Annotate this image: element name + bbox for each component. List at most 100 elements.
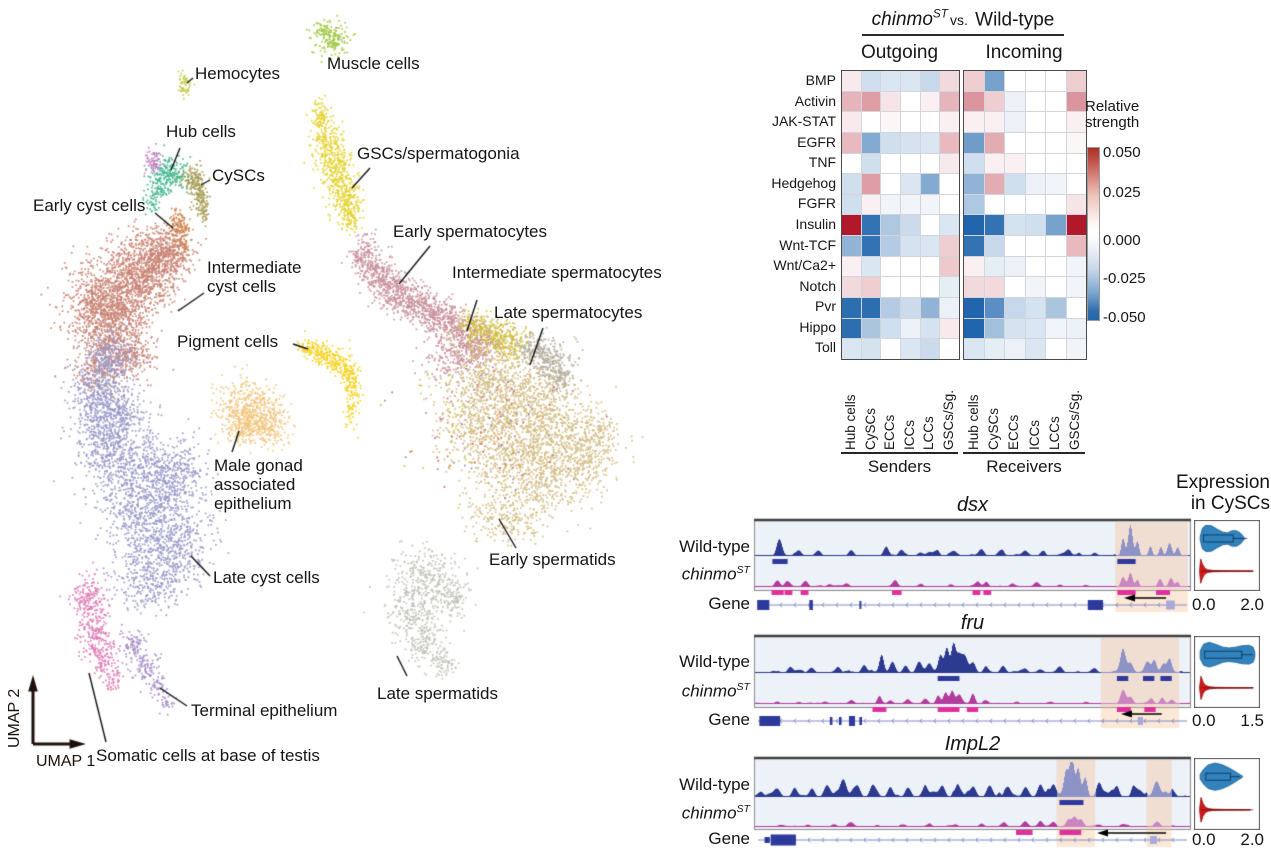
heatmap-title-vs: vs. [949, 12, 968, 29]
heatmap-cell [1025, 298, 1045, 318]
heatmap-cell [940, 215, 959, 236]
umap-cluster-label: Muscle cells [327, 54, 420, 73]
violin-canvas [1194, 520, 1260, 591]
umap-cluster-label: Intermediate cyst cells [207, 258, 302, 297]
heatmap-cell [984, 318, 1004, 339]
heatmap-group-label: Senders [841, 452, 958, 477]
umap-cluster-label: Terminal epithelium [191, 701, 338, 720]
heatmap-cell [984, 215, 1004, 236]
track-signal-canvas [752, 633, 1193, 730]
heatmap-cell [842, 91, 861, 112]
heatmap-cell [881, 71, 900, 91]
track-label-wildtype: Wild-type [679, 775, 750, 794]
heatmap-cell [1005, 71, 1025, 91]
heatmap-cell [920, 194, 940, 215]
heatmap-cell [900, 298, 920, 318]
heatmap-cell [1046, 194, 1066, 215]
colorbar-tick-label: 0.050 [1103, 144, 1141, 162]
heatmap-cell [964, 318, 984, 339]
heatmap-cell [1046, 339, 1066, 359]
heatmap-cell [984, 174, 1004, 194]
heatmap-cell [1046, 318, 1066, 339]
heatmap-cell [1066, 256, 1086, 277]
heatmap-cell [900, 236, 920, 256]
heatmap-cell [842, 112, 861, 132]
umap-cluster-label: Late spermatids [377, 684, 498, 703]
heatmap-cell [842, 174, 861, 194]
heatmap-cell [1025, 215, 1045, 236]
heatmap-cell [842, 194, 861, 215]
heatmap-column-label: Hub cells [843, 394, 859, 450]
track-label-mutant: chinmoST [618, 681, 750, 702]
heatmap-cell [964, 339, 984, 359]
heatmap-cell [1046, 277, 1066, 298]
heatmap-cell [920, 215, 940, 236]
heatmap-grid-outgoing [841, 70, 960, 360]
violin-canvas [1194, 636, 1260, 708]
heatmap-cell [964, 132, 984, 153]
heatmap-row-label: Wnt/Ca2+ [773, 257, 836, 274]
heatmap-cell [984, 132, 1004, 153]
heatmap-cell [881, 91, 900, 112]
heatmap-cell [940, 298, 959, 318]
track-gene-title: ImpL2 [944, 733, 1001, 755]
heatmap-cell [1066, 215, 1086, 236]
heatmap-row-label: Insulin [795, 215, 836, 232]
heatmap-column-label: ICCs [1026, 420, 1042, 450]
heatmap-cell [984, 112, 1004, 132]
heatmap-cell [1005, 174, 1025, 194]
heatmap-cell [1005, 236, 1025, 256]
heatmap-cell [881, 215, 900, 236]
heatmap-cell [920, 91, 940, 112]
heatmap-cell [984, 194, 1004, 215]
heatmap-cell [861, 153, 881, 174]
heatmap-cell [861, 215, 881, 236]
heatmap-cell [881, 112, 900, 132]
heatmap-cell [842, 215, 861, 236]
heatmap-cell [861, 318, 881, 339]
heatmap-cell [920, 71, 940, 91]
heatmap-cell [984, 153, 1004, 174]
heatmap-cell [1025, 194, 1045, 215]
heatmap-column-label: LCCs [1046, 416, 1062, 450]
heatmap-row-label: BMP [805, 72, 836, 88]
heatmap-colorbar [1087, 147, 1100, 321]
heatmap-cell [1005, 153, 1025, 174]
heatmap-cell [1005, 298, 1025, 318]
heatmap-cell [881, 339, 900, 359]
heatmap-cell [940, 153, 959, 174]
heatmap-row-label: Notch [799, 277, 836, 294]
violin-scale-max: 2.0 [1240, 830, 1264, 849]
heatmap-cell [1025, 256, 1045, 277]
heatmap-column-label: CySCs [985, 407, 1001, 450]
umap-scatter-canvas [0, 0, 660, 847]
heatmap-column-label: Hub cells [965, 394, 981, 450]
heatmap-cell [920, 256, 940, 277]
heatmap-cell [842, 153, 861, 174]
heatmap-cell [920, 236, 940, 256]
heatmap-cell [920, 174, 940, 194]
heatmap-cell [1066, 91, 1086, 112]
heatmap-cell [1066, 153, 1086, 174]
heatmap-cell [1046, 256, 1066, 277]
heatmap-cell [861, 277, 881, 298]
heatmap-cell [940, 112, 959, 132]
heatmap-cell [920, 298, 940, 318]
umap-cluster-label: Late spermatocytes [494, 303, 643, 322]
heatmap-cell [900, 215, 920, 236]
heatmap-cell [861, 174, 881, 194]
track-label-gene: Gene [708, 829, 750, 848]
umap-cluster-label: Hub cells [166, 122, 236, 141]
heatmap-cell [861, 112, 881, 132]
heatmap-cell [964, 298, 984, 318]
heatmap-cell [920, 153, 940, 174]
heatmap-cell [900, 112, 920, 132]
heatmap-legend-title: Relative strength [1085, 98, 1139, 131]
track-label-mutant-sup: ST [736, 681, 750, 693]
heatmap-cell [1066, 236, 1086, 256]
heatmap-cell [861, 194, 881, 215]
heatmap-column-label: ICCs [901, 420, 917, 450]
heatmap-cell [1066, 132, 1086, 153]
heatmap-cell [964, 153, 984, 174]
